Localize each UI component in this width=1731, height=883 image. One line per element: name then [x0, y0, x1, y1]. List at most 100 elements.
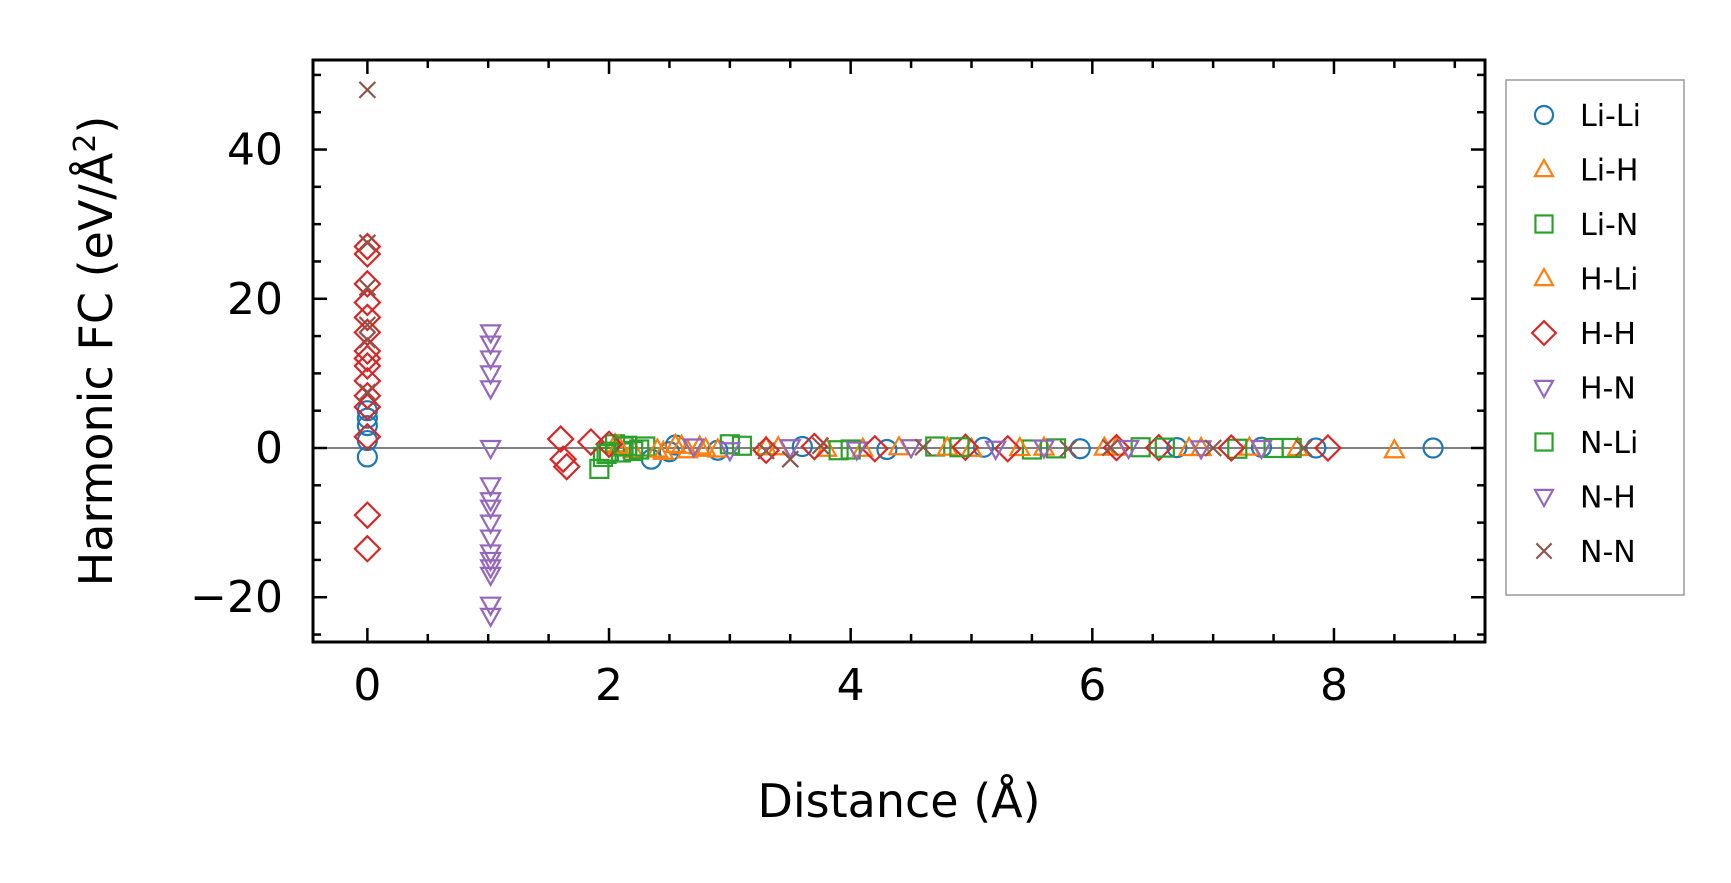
x-tick-label: 0	[353, 660, 381, 711]
legend-item: N-H	[1533, 481, 1636, 516]
data-point	[358, 234, 377, 252]
data-point	[479, 380, 502, 401]
data-point	[876, 438, 898, 461]
legend-label: Li-Li	[1580, 99, 1641, 134]
legend-item: H-Li	[1533, 263, 1638, 298]
data-point	[1032, 439, 1056, 460]
data-point	[960, 436, 983, 457]
legend-label: N-N	[1580, 535, 1636, 570]
legend-marker	[1534, 432, 1554, 452]
legend-item: N-Li	[1534, 426, 1638, 461]
data-point	[1294, 439, 1313, 457]
y-tick-label: 0	[255, 423, 283, 474]
data-point	[694, 436, 718, 457]
y-axis-title-superscript: 2	[68, 134, 103, 153]
data-point	[688, 434, 712, 455]
data-point	[1204, 439, 1222, 457]
data-point	[479, 439, 502, 461]
data-point	[353, 344, 382, 373]
legend-item: Li-Li	[1533, 99, 1641, 134]
data-point	[356, 446, 378, 468]
data-point	[984, 440, 1008, 462]
data-point	[731, 435, 753, 456]
data-point	[353, 303, 382, 332]
x-tick-label: 4	[837, 660, 865, 711]
legend-marker	[1535, 542, 1553, 560]
legend-item: H-H	[1530, 317, 1636, 352]
data-point	[546, 424, 575, 454]
data-point	[479, 324, 502, 345]
ticks-layer: 0 2 4 6 8 −20 0 20 40	[190, 60, 1485, 711]
data-point	[479, 514, 502, 535]
legend-label: Li-H	[1580, 154, 1638, 189]
data-point	[353, 501, 382, 530]
data-point	[1227, 438, 1248, 459]
data-point	[479, 335, 502, 356]
plot-frame	[311, 58, 1487, 644]
legend-marker	[1533, 104, 1555, 126]
data-point	[353, 269, 382, 298]
data-point	[1189, 440, 1213, 461]
plot-layer	[313, 81, 1485, 629]
data-point	[1101, 438, 1120, 457]
legend-marker	[1534, 214, 1554, 234]
data-point	[479, 350, 502, 371]
data-point	[353, 534, 382, 563]
data-point	[1045, 438, 1067, 459]
data-point	[621, 437, 645, 459]
series-n-li	[596, 435, 1284, 465]
legend-label: H-Li	[1580, 263, 1638, 298]
data-point	[479, 477, 502, 498]
legend-marker	[1533, 157, 1555, 178]
data-point	[1313, 433, 1342, 463]
y-axis-title-main: Harmonic FC (eV/Å	[69, 152, 123, 586]
data-point	[1263, 437, 1284, 459]
y-tick-label: 40	[227, 125, 283, 176]
y-tick-label: 20	[227, 274, 283, 325]
data-point	[479, 499, 502, 520]
data-point	[479, 529, 502, 550]
data-point	[353, 232, 382, 261]
data-point	[1250, 439, 1273, 461]
legend-marker	[1533, 379, 1555, 400]
data-point	[1117, 439, 1140, 461]
legend-label: N-H	[1580, 481, 1636, 516]
data-point	[552, 452, 581, 481]
data-point	[1069, 438, 1091, 460]
data-point	[757, 442, 775, 460]
y-tick-label: −20	[190, 572, 283, 623]
legend-item: H-N	[1533, 372, 1636, 407]
y-axis-title-close: )	[69, 116, 123, 134]
data-point	[781, 450, 800, 468]
data-point	[1166, 437, 1188, 459]
data-point	[1422, 437, 1444, 459]
legend-label: H-H	[1580, 317, 1636, 352]
data-point	[356, 415, 378, 437]
data-point	[752, 436, 781, 465]
data-point	[1305, 437, 1327, 459]
data-point	[1189, 435, 1213, 457]
data-point	[594, 430, 624, 459]
data-point	[613, 436, 634, 457]
data-point	[791, 435, 813, 458]
data-point	[1102, 433, 1131, 462]
legend-label: H-N	[1580, 372, 1636, 407]
y-axis-title: Harmonic FC (eV/Å2)	[68, 116, 123, 587]
data-point	[358, 331, 377, 349]
data-point	[353, 392, 382, 422]
data-point	[828, 440, 849, 461]
series-n-n	[358, 81, 1313, 468]
data-point	[851, 436, 875, 457]
legend-marker	[1533, 266, 1555, 287]
data-point	[358, 316, 377, 334]
data-point	[951, 433, 980, 462]
data-point	[479, 566, 502, 588]
data-point	[993, 434, 1022, 463]
data-point	[479, 365, 502, 386]
data-point	[1130, 437, 1151, 458]
data-point	[479, 607, 502, 629]
data-point	[1059, 439, 1077, 458]
data-point	[645, 437, 669, 458]
data-point	[353, 381, 382, 410]
